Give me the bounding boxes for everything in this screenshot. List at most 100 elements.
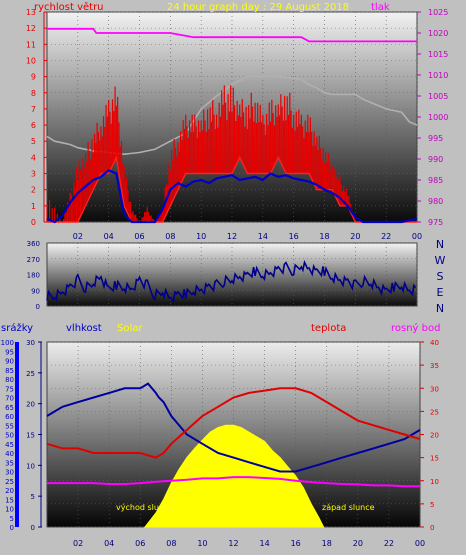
direction-tick-label: 180	[27, 272, 40, 280]
direction-grid	[47, 242, 418, 307]
humidity-tick-label: 15	[26, 432, 35, 440]
x-tick-label: 06	[134, 232, 144, 241]
temp-tick-label: 25	[430, 408, 439, 416]
rain-tick-label: 45	[5, 441, 14, 449]
wind-x-ticks: 02 04 06 08 10 12 14 16 18 20 22 00	[73, 232, 422, 241]
wind-speed-label: rychlost větru	[34, 1, 104, 13]
pressure-label: tlak	[371, 2, 390, 13]
rain-tick-label: 75	[5, 385, 14, 393]
rain-tick-label: 40	[5, 450, 14, 458]
pressure-tick-label: 990	[428, 155, 443, 164]
direction-tick-label: 0	[36, 303, 40, 311]
sunrise-label: východ slunce	[116, 503, 173, 512]
direction-line	[46, 259, 417, 304]
wind-tick-label: 3	[31, 170, 36, 179]
direction-ticks: 0 90 180 270 360	[27, 240, 40, 311]
temperature-line	[46, 387, 421, 459]
x-tick-label: 08	[166, 539, 176, 548]
x-tick-label: 02	[73, 539, 83, 548]
temperature-ticks: 0 5 10 15 20 25 30 35 40	[420, 339, 439, 532]
sunset-label: západ slunce	[322, 503, 375, 512]
compass-letter: E	[437, 286, 444, 299]
temp-tick-label: 35	[430, 362, 439, 370]
temp-tick-label: 30	[430, 385, 439, 393]
rain-tick-label: 70	[5, 395, 14, 403]
temp-tick-label: 0	[430, 524, 434, 532]
direction-tick-label: 270	[27, 256, 40, 264]
pressure-tick-label: 975	[428, 218, 443, 227]
avg-speed-series	[46, 169, 418, 224]
wind-tick-label: 5	[31, 137, 36, 146]
pressure-tick-label: 995	[428, 134, 443, 143]
temp-tick-label: 10	[430, 478, 439, 486]
wind-tick-label: 1	[31, 202, 36, 211]
temperature-series	[46, 387, 421, 459]
humidity-tick-label: 25	[26, 370, 35, 378]
temperature-label: teplota	[311, 323, 346, 334]
temp-tick-label: 15	[430, 455, 439, 463]
pressure-line	[47, 27, 417, 43]
wind-tick-label: 8	[31, 89, 36, 98]
x-tick-label: 10	[196, 232, 206, 241]
rain-tick-label: 55	[5, 422, 14, 430]
temp-tick-label: 40	[430, 339, 439, 347]
humidity-tick-label: 30	[26, 339, 35, 347]
compass-letter: W	[435, 254, 446, 267]
pressure-tick-label: 980	[428, 197, 443, 206]
x-tick-label: 00	[412, 232, 422, 241]
x-tick-label: 18	[322, 539, 332, 548]
x-tick-label: 04	[104, 539, 114, 548]
compass-letter: S	[437, 270, 444, 283]
humidity-tick-label: 5	[31, 493, 35, 501]
rain-tick-label: 25	[5, 478, 14, 486]
rain-tick-label: 30	[5, 469, 14, 477]
rain-bar	[15, 342, 19, 527]
wind-tick-label: 9	[31, 73, 36, 82]
x-tick-label: 02	[73, 232, 83, 241]
rain-tick-label: 60	[5, 413, 14, 421]
x-tick-label: 06	[135, 539, 145, 548]
rain-tick-label: 85	[5, 367, 14, 375]
rain-tick-label: 10	[5, 506, 14, 514]
humidity-line	[46, 382, 421, 473]
pressure-right-ticks: 975 980 985 990 995 1000 1005 1010 1015 1020 1025	[417, 8, 448, 227]
pressure-tick-label: 1005	[428, 92, 448, 101]
rain-tick-label: 95	[5, 348, 14, 356]
x-tick-label: 20	[353, 539, 363, 548]
wind-tick-label: 12	[26, 24, 36, 33]
x-tick-label: 08	[165, 232, 175, 241]
direction-tick-label: 360	[27, 240, 40, 248]
rain-label: srážky	[1, 322, 33, 334]
direction-tick-label: 90	[31, 287, 40, 295]
humidity-tick-label: 20	[26, 401, 35, 409]
pressure-series	[47, 27, 417, 43]
x-tick-label: 12	[227, 232, 237, 241]
wind-tick-label: 4	[31, 153, 36, 162]
dewpoint-label: rosný bod	[391, 322, 440, 334]
rain-tick-label: 90	[5, 358, 14, 366]
x-tick-label: 18	[319, 232, 329, 241]
wind-tick-label: 10	[26, 56, 36, 65]
pressure-tick-label: 1015	[428, 50, 448, 59]
wind-tick-label: 2	[31, 186, 36, 195]
x-tick-label: 10	[197, 539, 207, 548]
temp-x-ticks: 02 04 06 08 10 12 14 16 18 20 22 00	[73, 539, 425, 548]
rain-tick-label: 15	[5, 496, 14, 504]
temp-tick-label: 5	[430, 501, 434, 509]
rain-tick-label: 5	[10, 515, 14, 523]
x-tick-label: 14	[258, 232, 268, 241]
pressure-tick-label: 1000	[428, 113, 448, 122]
chart-title: 24 hour graph day : 29 August 2018	[167, 2, 349, 13]
x-tick-label: 12	[228, 539, 238, 548]
wind-tick-label: 6	[31, 121, 36, 130]
humidity-label: vlhkost	[66, 323, 102, 334]
humidity-series	[46, 382, 421, 473]
avg-speed-line	[46, 169, 418, 224]
temperature-humidity-chart: 0510152025303540455055606570758085909510…	[1, 322, 441, 548]
